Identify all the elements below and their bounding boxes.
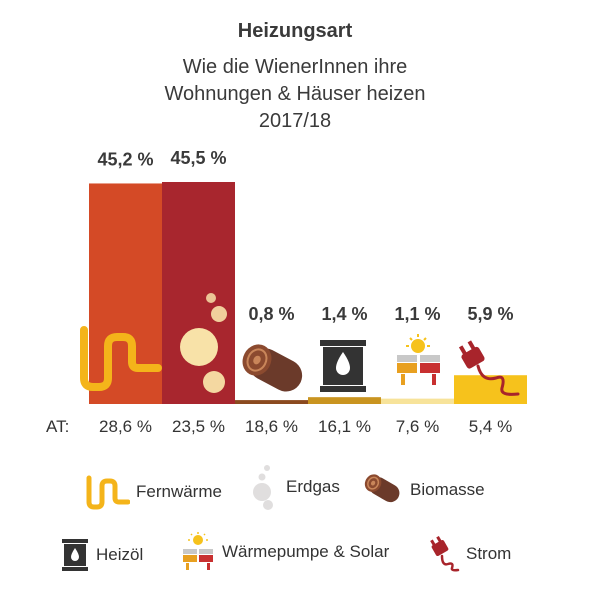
legend-label-biomasse: Biomasse — [410, 480, 485, 499]
value-label-heizoel: 1,4 % — [321, 304, 367, 324]
value-label-fernwaerme: 45,2 % — [97, 149, 153, 169]
legend-item-strom: Strom — [428, 536, 511, 572]
legend-label-fernwaerme: Fernwärme — [136, 482, 222, 501]
legend-label-strom: Strom — [466, 544, 512, 563]
bars-group — [89, 182, 527, 404]
value-labels-group: 45,2 % 45,5 % 0,8 % 1,4 % 1,1 % 5,9 % — [97, 148, 513, 324]
waermepumpe-solar-icon — [397, 334, 440, 385]
legend-item-heizoel: Heizöl — [60, 538, 143, 572]
waermepumpe-solar-legend-icon — [183, 532, 213, 570]
subtitle-line-3: 2017/18 — [258, 110, 332, 132]
chart-subtitle: Wie die WienerInnen ihre Wohnungen & Häu… — [0, 54, 590, 135]
erdgas-legend-icon — [253, 465, 273, 510]
strom-icon — [458, 340, 520, 396]
bar-chart: 45,2 % 45,5 % 0,8 % 1,4 % 1,1 % 5,9 % AT: 28,… — [46, 148, 527, 436]
erdgas-icon — [180, 293, 227, 393]
legend-item-erdgas: Erdgas — [250, 462, 340, 512]
comparison-value-erdgas: 23,5 % — [172, 417, 225, 436]
value-label-strom: 5,9 % — [467, 304, 513, 324]
bar-biomasse — [235, 400, 308, 404]
strom-legend-icon — [430, 536, 460, 572]
bar-erdgas — [162, 182, 235, 404]
comparison-value-fernwaerme: 28,6 % — [99, 417, 152, 436]
chart-title: Heizungsart — [237, 20, 353, 42]
value-label-erdgas: 45,5 % — [170, 148, 226, 168]
comparison-value-strom: 5,4 % — [469, 417, 512, 436]
value-label-waermepumpe-solar: 1,1 % — [394, 304, 440, 324]
heizoel-legend-icon — [62, 539, 88, 571]
comparison-value-waermepumpe-solar: 7,6 % — [396, 417, 439, 436]
biomasse-icon — [242, 344, 303, 392]
legend-label-waermepumpe-solar: Wärmepumpe & Solar — [222, 542, 390, 561]
subtitle-line-1: Wie die WienerInnen ihre — [182, 56, 408, 78]
subtitle-line-2: Wohnungen & Häuser heizen — [164, 83, 426, 105]
legend-label-heizoel: Heizöl — [96, 545, 144, 564]
comparison-value-heizoel: 16,1 % — [318, 417, 371, 436]
bar-waermepumpe-solar — [381, 398, 454, 404]
fernwaerme-legend-icon — [86, 475, 130, 510]
legend-label-erdgas: Erdgas — [286, 477, 340, 496]
legend-item-biomasse: Biomasse — [362, 470, 485, 510]
legend-item-waermepumpe-solar: Wärmepumpe & Solar — [180, 532, 389, 572]
comparison-labels-group: 28,6 % 23,5 % 18,6 % 16,1 % 7,6 % 5,4 % — [99, 417, 512, 436]
comparison-value-biomasse: 18,6 % — [245, 417, 298, 436]
comparison-label: AT: — [46, 417, 69, 436]
heizoel-icon — [320, 340, 366, 392]
fernwaerme-icon — [80, 326, 162, 391]
biomasse-legend-icon — [364, 474, 400, 503]
bar-heizoel — [308, 397, 381, 404]
value-label-biomasse: 0,8 % — [248, 304, 294, 324]
legend-item-fernwaerme: Fernwärme — [84, 474, 222, 510]
